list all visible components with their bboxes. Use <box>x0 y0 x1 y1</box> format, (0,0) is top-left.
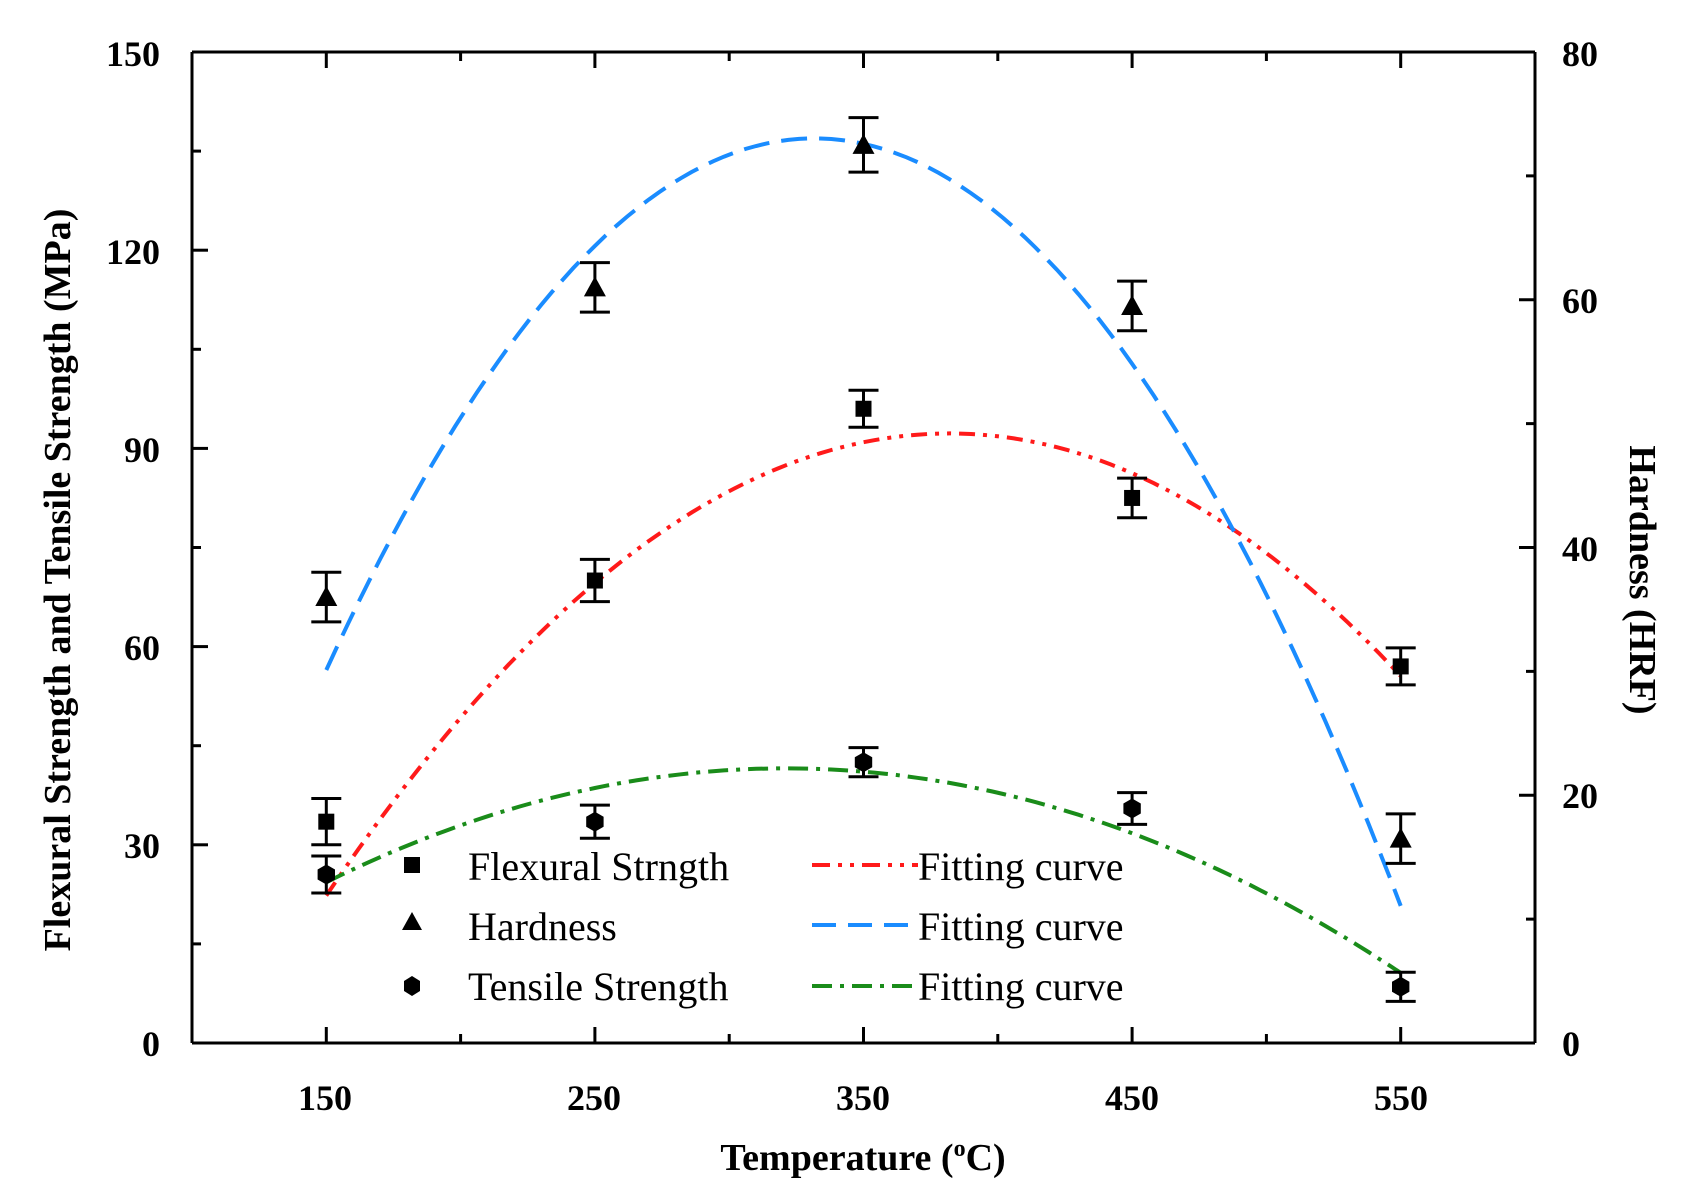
legend-marker-hardness <box>402 912 422 930</box>
y-tick-label: 0 <box>142 1024 160 1064</box>
x-tick-label: 150 <box>298 1078 352 1118</box>
y2-tick-label: 40 <box>1562 529 1598 569</box>
x-tick-label: 350 <box>836 1078 890 1118</box>
y-tick-label: 30 <box>124 826 160 866</box>
point-hardness <box>583 276 606 297</box>
legend-marker-tensile <box>404 976 420 996</box>
y2-tick-label: 0 <box>1562 1024 1580 1064</box>
y-tick-label: 90 <box>124 430 160 470</box>
point-hardness <box>852 133 875 154</box>
point-flexural <box>1392 658 1409 675</box>
legend: Flexural Strngth Fitting curve Hardness … <box>402 844 1124 1009</box>
x-tick-label: 450 <box>1105 1078 1159 1118</box>
fit-curve-tensile <box>325 766 1402 975</box>
x-axis-title-superscript: o <box>954 1136 966 1162</box>
point-tensile <box>586 811 604 832</box>
y2-tick-label: 60 <box>1562 281 1598 321</box>
point-hardness <box>1389 827 1412 848</box>
legend-label-tensile-fit: Fitting curve <box>918 964 1124 1009</box>
fit-curve-hardness <box>324 136 1403 907</box>
data-points-layer <box>311 116 1416 1003</box>
y-tick-label: 120 <box>106 232 160 272</box>
point-tensile <box>1392 976 1410 997</box>
x-tick-label: 250 <box>567 1078 621 1118</box>
legend-label-flexural: Flexural Strngth <box>468 844 729 889</box>
fit-curve-flexural <box>324 431 1403 897</box>
point-tensile <box>1123 798 1141 819</box>
x-tick-label: 550 <box>1374 1078 1428 1118</box>
y2-axis-title: Hardness (HRF) <box>1621 445 1663 714</box>
y2-tick-label: 20 <box>1562 776 1598 816</box>
point-hardness <box>1121 294 1144 315</box>
point-flexural <box>1124 489 1141 506</box>
point-flexural <box>855 400 872 417</box>
x-axis-title-text: Temperature ( <box>720 1137 953 1179</box>
point-flexural <box>586 572 603 589</box>
legend-label-tensile: Tensile Strength <box>468 964 729 1009</box>
point-tensile <box>317 864 335 885</box>
y-tick-label: 60 <box>124 628 160 668</box>
legend-label-hardness-fit: Fitting curve <box>918 904 1124 949</box>
x-axis-title-unit: C) <box>966 1137 1006 1179</box>
ticks-layer <box>190 50 1537 1045</box>
point-tensile <box>854 752 873 773</box>
legend-label-hardness: Hardness <box>468 904 617 949</box>
legend-marker-flexural <box>404 857 420 873</box>
x-axis-title: Temperature (oC) <box>720 1136 1005 1179</box>
point-flexural <box>318 813 335 830</box>
y-axis-title: Flexural Strength and Tensile Strength (… <box>37 209 79 952</box>
y2-tick-label: 80 <box>1562 34 1598 74</box>
legend-label-flexural-fit: Fitting curve <box>918 844 1124 889</box>
y-tick-label: 150 <box>106 34 160 74</box>
point-hardness <box>315 586 338 607</box>
